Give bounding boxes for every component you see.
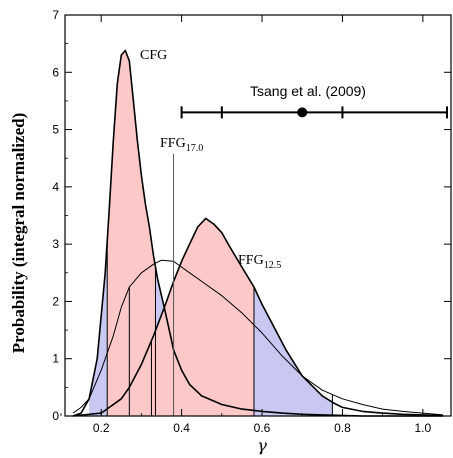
tsang-annotation: [180, 106, 448, 119]
y-tick-label: 4: [52, 180, 59, 194]
density-curves: [72, 49, 444, 417]
y-tick-label: 7: [52, 8, 59, 22]
x-tick-label: 0.6: [254, 421, 271, 435]
cfg-fill-interval: [107, 50, 156, 416]
label-cfg: CFG: [140, 48, 167, 63]
x-tick-label: 0.4: [173, 421, 190, 435]
series-line-0: [72, 49, 443, 417]
annotation-label: Tsang et al. (2009): [250, 83, 366, 99]
label-ffg-17: FFG17.0: [160, 136, 203, 154]
y-tick-label: 2: [52, 294, 59, 308]
y-tick-label: 1: [52, 352, 59, 366]
y-tick-label: 5: [52, 123, 59, 137]
annotation-point: [297, 107, 308, 118]
x-axis-label: γ: [257, 436, 267, 455]
ffg12-fill-interval: [151, 218, 254, 416]
ffg12-fill-tail-right: [254, 287, 333, 416]
label-ffg-12: FFG12.5: [238, 253, 281, 271]
series-line-1: [72, 259, 444, 416]
cfg-fill-tail-left: [89, 241, 108, 416]
y-tick-label: 0: [52, 409, 59, 423]
series-line-2: [72, 217, 444, 417]
y-tick-label: 6: [52, 65, 59, 79]
x-tick-label: 0.8: [334, 421, 351, 435]
interval-marks: [106, 154, 333, 416]
credible-fills: [89, 50, 333, 416]
axis-ticks: 0.2 0.4 0.6 0.8 1.0 0 1 2 3 4 5 6 7: [52, 8, 451, 435]
x-tick-label: 1.0: [415, 421, 432, 435]
y-tick-label: 3: [52, 237, 59, 251]
x-tick-label: 0.2: [93, 421, 110, 435]
y-axis-label: Probability (integral normalized): [9, 113, 28, 354]
